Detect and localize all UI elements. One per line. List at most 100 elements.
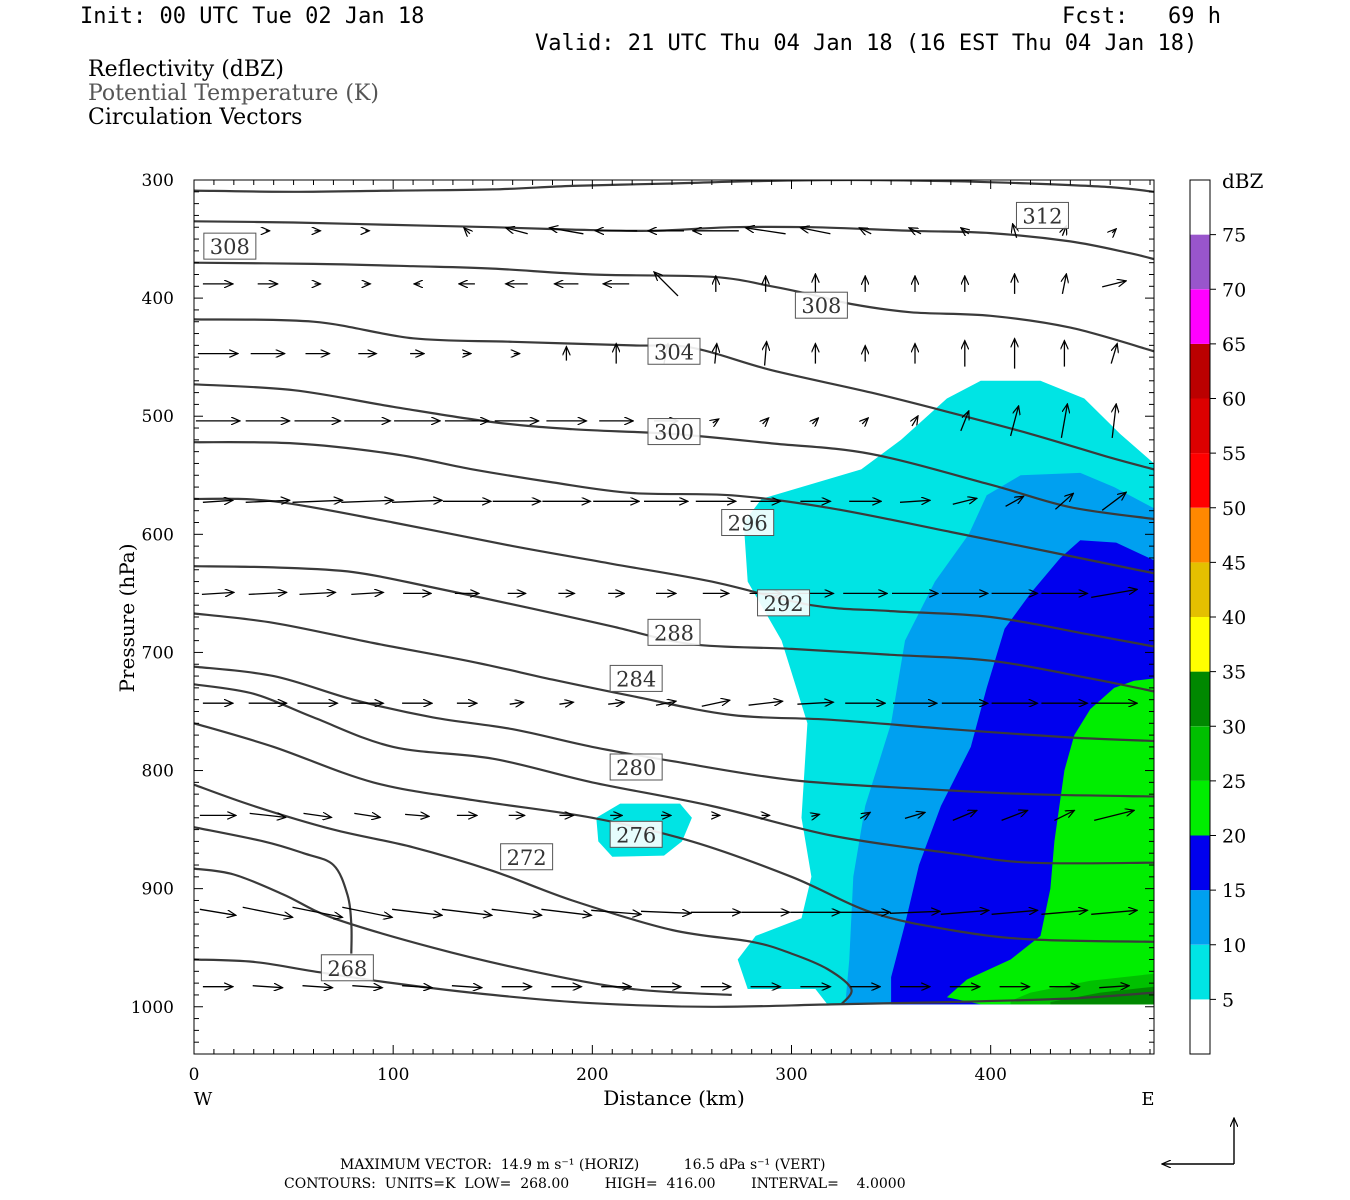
contour-label-box (500, 843, 554, 871)
forecast-hour: Fcst: 69 h (1062, 4, 1221, 29)
circulation-vector (1041, 910, 1087, 914)
x-axis-title: Distance (km) (603, 1086, 745, 1110)
init-time: Init: 00 UTC Tue 02 Jan 18 (80, 4, 425, 29)
contour-label-box (609, 664, 663, 692)
circulation-vector (800, 228, 831, 235)
colorbar-swatch (1190, 234, 1210, 290)
circulation-vector (1062, 274, 1066, 295)
circulation-vector (199, 908, 236, 915)
theta-contour-316 (194, 261, 1154, 353)
theta-contour-268 (194, 958, 1154, 1008)
contour-label-box (721, 509, 775, 537)
contour-label-268: 268 (320, 954, 374, 982)
colorbar-label: 55 (1222, 443, 1246, 465)
colorbar-swatch (1190, 617, 1210, 672)
circulation-vector (1013, 224, 1017, 238)
colorbar-swatch (1190, 507, 1210, 563)
contour-label-box (609, 820, 663, 848)
colorbar-label: 15 (1222, 880, 1246, 902)
circulation-vector (392, 500, 442, 502)
circulation-vector (904, 812, 925, 820)
circulation-vector (541, 908, 591, 915)
circulation-vector (715, 344, 717, 364)
circulation-vector (549, 228, 584, 235)
field-label-vectors: Circulation Vectors (88, 105, 303, 130)
colorbar-label: 40 (1222, 607, 1246, 629)
circulation-vector (441, 908, 492, 915)
contour-label-box (757, 589, 811, 617)
circulation-vector (1091, 910, 1137, 914)
circulation-vector (354, 813, 380, 817)
circulation-vector (909, 228, 922, 234)
circulation-vector (991, 910, 1038, 914)
contour-label-box (794, 291, 848, 319)
colorbar-label: 35 (1222, 662, 1246, 684)
circulation-vector (252, 986, 283, 988)
colorbar-swatch (1190, 999, 1210, 1054)
contour-label-box (647, 337, 701, 365)
circulation-vector (591, 910, 641, 914)
contour-label-272: 272 (500, 843, 554, 871)
circulation-vector (701, 700, 730, 707)
colorbar-label: 45 (1222, 552, 1246, 574)
contour-label-292: 292 (757, 589, 811, 617)
colorbar-swatch (1190, 180, 1210, 235)
circulation-vector (1102, 281, 1126, 288)
contour-label-304: 304 (647, 337, 701, 365)
circulation-vector (1110, 344, 1117, 364)
field-label-reflectivity: Reflectivity (dBZ) (88, 57, 284, 82)
circulation-vector (746, 228, 786, 235)
circulation-vector (811, 814, 819, 816)
contour-label-text: 268 (327, 957, 367, 981)
circulation-vector (961, 228, 969, 234)
circulation-vector (249, 813, 286, 817)
circulation-vector (342, 906, 392, 917)
contour-label-text: 272 (507, 846, 547, 870)
reflectivity-fill-layer (596, 380, 1154, 1005)
east-label: E (1141, 1089, 1154, 1110)
contour-label-text: 308 (210, 235, 250, 259)
theta-contour-272 (194, 826, 353, 954)
circulation-vector (303, 813, 332, 817)
x-tick-label: 400 (974, 1065, 1006, 1085)
circulation-vector (1099, 986, 1129, 988)
circulation-vector (509, 702, 524, 704)
dbz-colorbar: 5 10 15 20 25 30 35 40 45 50 55 60 65 70 75 (1189, 179, 1246, 1055)
circulation-vector (491, 908, 542, 915)
contour-label-312: 312 (1015, 201, 1069, 229)
colorbar-label: 70 (1222, 279, 1246, 301)
circulation-vector (392, 908, 442, 915)
theta-contour-280 (194, 722, 1154, 943)
colorbar-swatch (1190, 343, 1210, 399)
colorbar-swatch (1190, 453, 1210, 508)
colorbar-swatch (1190, 562, 1210, 617)
reference-vector-icon (1162, 1118, 1234, 1164)
contour-label-box (320, 954, 374, 982)
y-tick-label: 600 (142, 525, 174, 545)
theta-contour-276 (194, 783, 853, 1006)
circulation-vector (654, 272, 679, 297)
contour-label-box (647, 618, 701, 646)
circulation-vector (655, 701, 676, 705)
circulation-vector (1005, 496, 1024, 507)
circulation-vector (763, 418, 769, 424)
contour-label-308: 308 (794, 291, 848, 319)
contour-label-308: 308 (203, 232, 257, 260)
colorbar-unit: dBZ (1222, 169, 1264, 193)
x-tick-label: 100 (377, 1065, 409, 1085)
theta-contour-288 (194, 665, 1154, 798)
contour-label-text: 292 (763, 592, 803, 616)
contour-label-text: 284 (616, 667, 656, 691)
circulation-vector (405, 814, 429, 816)
contour-label-284: 284 (609, 664, 663, 692)
circulation-vector (451, 986, 482, 988)
circulation-vector (859, 228, 872, 234)
x-tick-label: 0 (189, 1065, 200, 1085)
contour-label-296: 296 (721, 509, 775, 537)
west-label: W (194, 1089, 213, 1110)
contour-label-text: 308 (801, 294, 841, 318)
contour-label-text: 300 (654, 421, 694, 445)
y-tick-label: 800 (142, 762, 174, 782)
x-tick-label: 200 (576, 1065, 608, 1085)
theta-contour-304 (194, 441, 1154, 575)
